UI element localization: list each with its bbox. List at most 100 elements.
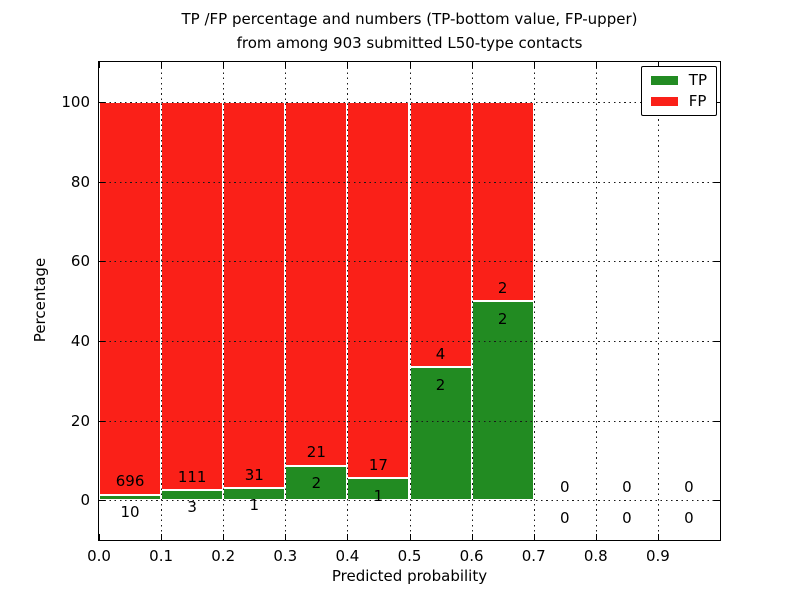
x-tick-mark xyxy=(409,62,411,68)
v-gridline xyxy=(223,62,225,540)
legend: TP FP xyxy=(640,66,717,116)
v-gridline xyxy=(533,62,535,540)
x-tick-mark xyxy=(533,62,535,68)
v-gridline xyxy=(657,62,659,540)
tp-count-label: 3 xyxy=(187,498,197,517)
x-tick-label: 0.1 xyxy=(149,547,174,565)
x-tick-mark xyxy=(595,62,597,68)
y-tick-label: 0 xyxy=(80,491,90,510)
y-tick-mark xyxy=(99,101,105,103)
tp-count-label: 1 xyxy=(373,486,384,505)
y-tick-mark xyxy=(714,181,720,183)
x-tick-mark xyxy=(99,534,100,540)
bar-segment-tp xyxy=(471,301,534,501)
fp-count-label: 0 xyxy=(622,478,632,497)
x-tick-mark xyxy=(720,534,721,540)
fp-count-label: 17 xyxy=(368,455,388,474)
x-tick-label: 0.5 xyxy=(397,547,422,565)
x-tick-label: 0.2 xyxy=(211,547,236,565)
x-tick-mark xyxy=(161,62,163,68)
plot-area: TP FP 696 10 111 3 31 1 21 2 17 1 4 2 2 2 0 0 0 0 0 0 0 20 40 60… xyxy=(61,61,721,565)
x-tick-mark xyxy=(161,534,163,540)
x-tick-label: 0.0 xyxy=(87,547,111,565)
v-gridline xyxy=(471,62,473,540)
fp-count-label: 4 xyxy=(435,345,446,364)
x-tick-label: 0.4 xyxy=(335,547,360,565)
bar-segment-tp xyxy=(99,494,162,501)
legend-item-fp: FP xyxy=(650,92,707,110)
tp-count-label: 2 xyxy=(435,375,446,394)
y-tick-label: 40 xyxy=(70,331,90,350)
chart-title-line1: TP /FP percentage and numbers (TP-bottom… xyxy=(181,10,638,28)
x-tick-mark xyxy=(409,534,411,540)
x-tick-mark xyxy=(471,534,473,540)
x-tick-mark xyxy=(595,534,597,540)
legend-swatch-tp xyxy=(650,76,678,85)
v-gridline xyxy=(347,62,349,540)
tp-count-label: 1 xyxy=(249,496,260,515)
y-tick-label: 80 xyxy=(70,172,90,191)
y-tick-mark xyxy=(99,420,105,422)
x-tick-mark xyxy=(720,62,721,68)
v-gridline xyxy=(285,62,287,540)
x-tick-mark xyxy=(223,62,225,68)
x-tick-mark xyxy=(223,534,225,540)
y-tick-mark xyxy=(714,261,720,263)
x-tick-mark xyxy=(347,534,349,540)
x-tick-mark xyxy=(657,534,659,540)
tp-count-label: 0 xyxy=(684,508,694,527)
x-tick-mark xyxy=(347,62,349,68)
bar-segment-fp xyxy=(223,101,286,488)
tp-count-label: 0 xyxy=(622,508,632,527)
chart-title: TP /FP percentage and numbers (TP-bottom… xyxy=(98,7,721,55)
y-tick-mark xyxy=(99,500,105,502)
bar-segment-fp xyxy=(409,101,472,368)
legend-label-tp: TP xyxy=(688,71,707,89)
chart-title-line2: from among 903 submitted L50-type contac… xyxy=(236,34,583,52)
x-tick-label: 0.8 xyxy=(583,547,608,565)
y-tick-label: 20 xyxy=(70,411,90,430)
y-tick-mark xyxy=(99,181,105,183)
v-gridline xyxy=(409,62,411,540)
x-axis-label: Predicted probability xyxy=(331,567,488,585)
bar-segment-tp xyxy=(409,367,472,501)
x-tick-label: 0.6 xyxy=(459,547,484,565)
y-tick-label: 100 xyxy=(61,92,90,111)
bar-segment-fp xyxy=(99,101,162,495)
y-tick-mark xyxy=(714,500,720,502)
x-tick-label: 0.9 xyxy=(645,547,670,565)
bar-segment-fp xyxy=(347,101,410,479)
v-gridline xyxy=(595,62,597,540)
legend-item-tp: TP xyxy=(650,71,707,89)
x-tick-mark xyxy=(657,62,659,68)
x-tick-mark xyxy=(533,534,535,540)
fp-count-label: 31 xyxy=(244,465,264,484)
y-tick-mark xyxy=(99,261,105,263)
fp-count-label: 0 xyxy=(684,478,694,497)
x-tick-mark xyxy=(99,62,100,68)
fp-count-label: 2 xyxy=(497,278,508,297)
tp-count-label: 0 xyxy=(559,508,570,527)
fp-count-label: 0 xyxy=(559,478,570,497)
fp-count-label: 696 xyxy=(115,472,145,491)
fp-count-label: 111 xyxy=(177,467,207,486)
x-tick-label: 0.3 xyxy=(273,547,298,565)
y-axis-label: Percentage xyxy=(31,257,49,343)
y-tick-mark xyxy=(714,340,720,342)
bar-segment-tp xyxy=(285,465,348,501)
x-tick-label: 0.7 xyxy=(521,547,546,565)
bar-segment-fp xyxy=(161,101,224,490)
y-tick-label: 60 xyxy=(70,252,90,271)
legend-swatch-fp xyxy=(650,97,678,106)
x-tick-mark xyxy=(471,62,473,68)
v-gridline xyxy=(161,62,163,540)
y-tick-mark xyxy=(714,420,720,422)
x-tick-mark xyxy=(285,62,287,68)
bar-segment-fp xyxy=(285,101,348,466)
legend-label-fp: FP xyxy=(688,92,707,110)
tp-count-label: 2 xyxy=(311,474,322,493)
y-tick-mark xyxy=(99,340,105,342)
y-tick-mark xyxy=(714,101,720,103)
x-tick-mark xyxy=(285,534,287,540)
